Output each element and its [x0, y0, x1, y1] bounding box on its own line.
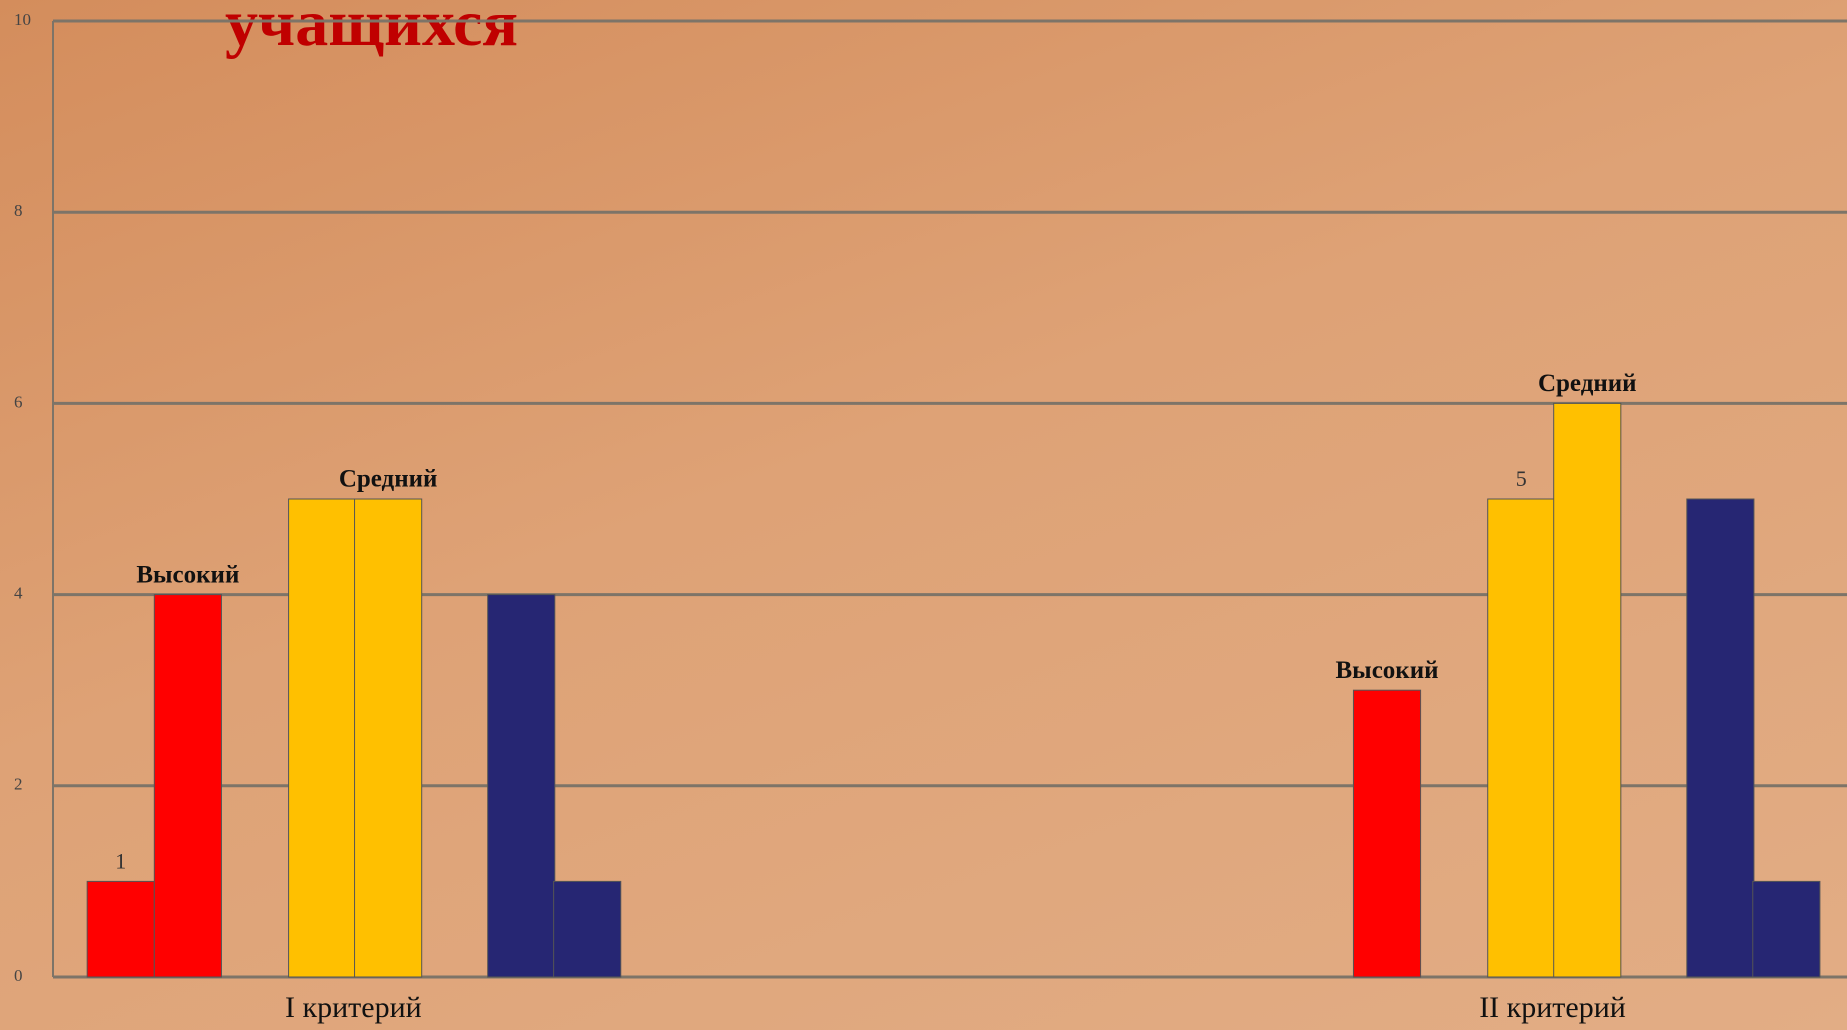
bar [554, 881, 621, 977]
bar [488, 595, 555, 977]
bar [1488, 499, 1555, 977]
bar [1687, 499, 1754, 977]
data-label: Высокий [1336, 657, 1439, 684]
chart-title: учащихся [225, 0, 518, 60]
x-tick-label: I критерий [285, 991, 422, 1024]
bar [1753, 881, 1820, 977]
chart: учащихся 0 2 4 6 8 10 I критерий II критерий 1 Вы… [0, 0, 1847, 1030]
y-tick-label: 10 [14, 10, 31, 29]
y-tick-label: 2 [14, 775, 23, 794]
bar [355, 499, 422, 977]
y-tick-label: 0 [14, 966, 23, 985]
bar [1353, 690, 1420, 977]
bar [1554, 403, 1621, 977]
bar [154, 595, 221, 977]
y-tick-label: 4 [14, 584, 23, 603]
bar [87, 881, 154, 977]
data-label: 1 [115, 848, 126, 873]
x-tick-label: II критерий [1479, 991, 1626, 1024]
data-label: Средний [339, 466, 438, 493]
page: учащихся 0 2 4 6 8 10 I критерий II критерий 1 Вы… [0, 0, 1847, 1030]
y-tick-label: 8 [14, 201, 23, 220]
data-label: Средний [1538, 370, 1637, 397]
data-label: 5 [1516, 466, 1527, 491]
y-tick-label: 6 [14, 392, 23, 411]
bar [289, 499, 356, 977]
data-label: Высокий [136, 561, 239, 588]
